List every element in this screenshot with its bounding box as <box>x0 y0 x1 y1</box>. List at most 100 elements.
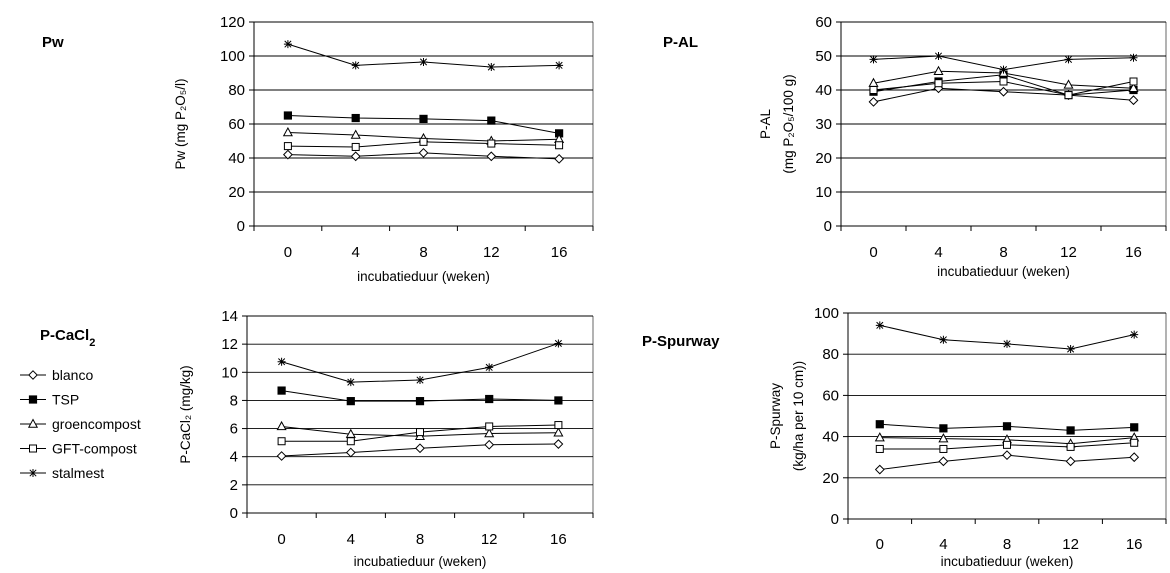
data-point-tsp <box>419 114 428 124</box>
data-point-gft-compost <box>554 421 563 430</box>
data-point-tsp <box>554 396 563 405</box>
data-point-gft-compost <box>869 86 878 94</box>
y-tick-label: 10 <box>815 184 832 201</box>
data-point-stalmest <box>1066 345 1075 354</box>
data-point-gft-compost <box>351 142 360 151</box>
data-point-groencompost <box>874 432 885 442</box>
y-tick-label: 40 <box>822 429 839 446</box>
data-point-blanco <box>553 439 564 449</box>
x-axis-label: incubatieduur (weken) <box>354 554 487 569</box>
data-point-gft-compost <box>1130 438 1139 447</box>
y-tick-label: 2 <box>230 477 238 494</box>
series-gft-compost <box>875 438 1139 453</box>
data-point-tsp <box>1066 426 1075 435</box>
y-axis-label: P-CaCl₂ (mg/kg) <box>178 365 193 463</box>
x-tick-label: 12 <box>481 531 498 548</box>
legend-marker <box>28 395 38 404</box>
data-point-groencompost <box>276 420 287 431</box>
data-point-stalmest <box>875 321 884 330</box>
x-tick-label: 16 <box>551 244 568 261</box>
y-axis-label: (kg/ha per 10 cm)) <box>791 361 806 471</box>
data-point-stalmest <box>277 357 286 366</box>
data-point-groencompost <box>484 427 495 438</box>
y-tick-label: 80 <box>822 346 839 363</box>
data-point-stalmest <box>555 61 564 70</box>
data-point-tsp <box>277 386 286 395</box>
data-point-stalmest <box>999 65 1008 74</box>
data-point-gft-compost <box>1064 91 1073 100</box>
data-point-gft-compost <box>419 137 428 146</box>
data-point-gft-compost <box>485 422 494 431</box>
y-axis-label: P-AL <box>758 109 773 140</box>
x-tick-label: 0 <box>277 531 285 548</box>
legend-item-groencompost: groencompost <box>20 416 141 432</box>
data-point-gft-compost <box>939 444 948 453</box>
legend-item-gft-compost: GFT-compost <box>20 441 137 457</box>
data-point-stalmest <box>939 335 948 344</box>
data-point-stalmest <box>1064 55 1073 64</box>
x-tick-label: 8 <box>999 244 1007 261</box>
data-point-gft-compost <box>277 437 286 446</box>
y-tick-label: 60 <box>822 387 839 404</box>
data-point-blanco <box>1128 95 1139 106</box>
panel-title: P-CaCl2 <box>40 327 95 349</box>
legend-label: groencompost <box>52 416 141 432</box>
data-point-blanco <box>345 447 356 458</box>
y-tick-label: 80 <box>228 82 245 99</box>
data-point-tsp <box>346 397 355 406</box>
y-tick-label: 40 <box>228 150 245 167</box>
data-point-stalmest <box>869 55 878 64</box>
data-point-stalmest <box>487 63 496 72</box>
legend-label: GFT-compost <box>52 441 137 457</box>
data-point-groencompost <box>282 126 293 137</box>
data-point-stalmest <box>419 57 428 66</box>
series-stalmest <box>875 321 1139 354</box>
series-blanco <box>276 439 564 461</box>
data-point-stalmest <box>346 378 355 387</box>
data-point-blanco <box>938 456 949 467</box>
data-point-gft-compost <box>1129 77 1138 86</box>
series-tsp <box>283 111 564 138</box>
y-axis-label: (mg P₂O₅/100 g) <box>781 74 796 173</box>
series-blanco <box>282 147 565 164</box>
x-tick-label: 16 <box>550 531 567 548</box>
x-axis-label: incubatieduur (weken) <box>357 269 490 284</box>
data-point-stalmest <box>1130 330 1139 339</box>
data-point-groencompost <box>1128 82 1139 92</box>
data-point-blanco <box>415 443 425 454</box>
data-point-blanco <box>282 149 293 160</box>
y-tick-label: 12 <box>221 336 238 353</box>
data-point-groencompost <box>938 433 949 443</box>
x-tick-label: 4 <box>347 531 355 548</box>
y-tick-label: 30 <box>815 116 832 133</box>
panel-title: P-Spurway <box>642 333 720 350</box>
data-point-blanco <box>418 147 429 158</box>
y-tick-label: 60 <box>228 116 245 133</box>
data-point-blanco <box>276 451 287 461</box>
x-tick-label: 0 <box>284 244 292 261</box>
series-gft-compost <box>283 137 564 151</box>
chart-panel-1: 0 20 40 60 80 100 120 0 4 8 12 16 incubatieduur (wek… <box>42 14 594 284</box>
data-point-tsp <box>487 116 496 125</box>
y-axis-label: P-Spurway <box>768 383 783 449</box>
y-tick-label: 0 <box>230 505 238 522</box>
data-point-blanco <box>1065 456 1076 467</box>
panel-title: P-AL <box>663 34 698 51</box>
series-stalmest <box>869 52 1138 74</box>
x-tick-label: 4 <box>939 536 947 553</box>
y-axis-label: Pw (mg P₂O₅/l) <box>173 79 188 170</box>
panel-title: Pw <box>42 34 64 51</box>
data-point-stalmest <box>1003 339 1011 348</box>
y-tick-label: 0 <box>831 511 839 528</box>
legend-marker <box>27 418 39 428</box>
legend-label: stalmest <box>52 465 104 481</box>
data-point-gft-compost <box>555 141 564 150</box>
data-point-gft-compost <box>999 77 1008 86</box>
data-point-tsp <box>351 113 360 123</box>
y-tick-label: 120 <box>220 14 245 31</box>
x-tick-label: 8 <box>419 244 427 261</box>
legend-marker <box>29 469 37 477</box>
data-point-blanco <box>874 464 885 475</box>
series-tsp <box>875 420 1139 435</box>
data-point-stalmest <box>554 339 563 348</box>
